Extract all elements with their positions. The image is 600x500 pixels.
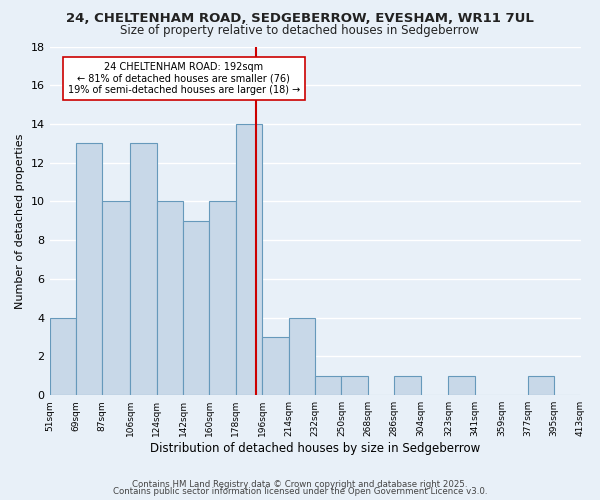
Bar bbox=[209, 202, 236, 395]
Text: Contains public sector information licensed under the Open Government Licence v3: Contains public sector information licen… bbox=[113, 488, 487, 496]
Text: Size of property relative to detached houses in Sedgeberrow: Size of property relative to detached ho… bbox=[121, 24, 479, 37]
Bar bbox=[103, 202, 130, 395]
Bar bbox=[262, 337, 289, 395]
Text: 24, CHELTENHAM ROAD, SEDGEBERROW, EVESHAM, WR11 7UL: 24, CHELTENHAM ROAD, SEDGEBERROW, EVESHA… bbox=[66, 12, 534, 26]
Text: Contains HM Land Registry data © Crown copyright and database right 2025.: Contains HM Land Registry data © Crown c… bbox=[132, 480, 468, 489]
Bar bbox=[448, 376, 475, 395]
Bar bbox=[394, 376, 421, 395]
Bar bbox=[527, 376, 554, 395]
Y-axis label: Number of detached properties: Number of detached properties bbox=[15, 133, 25, 308]
Bar bbox=[50, 318, 76, 395]
Text: 24 CHELTENHAM ROAD: 192sqm
← 81% of detached houses are smaller (76)
19% of semi: 24 CHELTENHAM ROAD: 192sqm ← 81% of deta… bbox=[68, 62, 300, 95]
X-axis label: Distribution of detached houses by size in Sedgeberrow: Distribution of detached houses by size … bbox=[150, 442, 480, 455]
Bar bbox=[76, 144, 103, 395]
Bar bbox=[130, 144, 157, 395]
Bar bbox=[315, 376, 341, 395]
Bar bbox=[183, 221, 209, 395]
Bar bbox=[289, 318, 315, 395]
Bar bbox=[236, 124, 262, 395]
Bar bbox=[341, 376, 368, 395]
Bar bbox=[157, 202, 183, 395]
